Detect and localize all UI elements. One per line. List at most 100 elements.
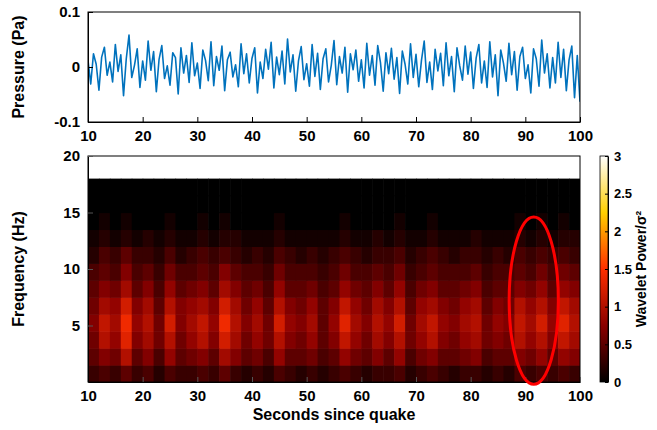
heat-cell — [219, 348, 231, 366]
heat-cell — [318, 297, 330, 315]
heat-cell — [471, 246, 483, 264]
heat-cell — [482, 348, 494, 366]
heat-cell — [416, 263, 428, 281]
tick-mark — [471, 117, 472, 122]
heat-cell — [285, 297, 297, 315]
heat-cell — [394, 314, 406, 332]
heat-cell — [296, 314, 308, 332]
heat-cell — [241, 196, 253, 214]
tick-label: 20 — [135, 127, 152, 144]
heat-cell — [186, 280, 198, 298]
heat-cell — [427, 280, 439, 298]
heat-cell — [263, 331, 275, 349]
tick-label: 0.1 — [59, 3, 80, 20]
heat-cell — [165, 179, 177, 197]
tick-label: 70 — [408, 127, 425, 144]
pressure-line — [88, 35, 580, 102]
heat-cell — [329, 246, 341, 264]
heat-cell — [339, 348, 351, 366]
heat-cell — [318, 331, 330, 349]
heat-cell — [219, 314, 231, 332]
heat-cell — [350, 229, 362, 247]
heat-cell — [547, 196, 559, 214]
heat-cell — [493, 213, 505, 231]
heat-cell — [132, 229, 144, 247]
heat-cell — [383, 348, 395, 366]
heat-cell — [318, 263, 330, 281]
heat-cell — [110, 246, 122, 264]
heat-cell — [165, 365, 177, 382]
heat-cell — [372, 331, 384, 349]
heat-cell — [186, 263, 198, 281]
heat-cell — [405, 229, 417, 247]
heat-cell — [154, 314, 166, 332]
tick-label: 60 — [353, 387, 370, 404]
heat-cell — [383, 297, 395, 315]
x-axis: 102030405060708090100 — [80, 117, 593, 144]
heat-cell — [208, 246, 220, 264]
heat-cell — [525, 314, 537, 332]
tick: 0.1 — [59, 3, 93, 20]
tick-label: 80 — [463, 127, 480, 144]
heat-cell — [186, 297, 198, 315]
colorbar-axis: 00.511.522.53 — [605, 149, 632, 390]
heat-cell — [416, 348, 428, 366]
heat-cell — [165, 280, 177, 298]
heat-cell — [449, 314, 461, 332]
tick-mark — [605, 231, 608, 232]
heat-cell — [471, 213, 483, 231]
heat-cell — [274, 229, 286, 247]
heat-cell — [350, 348, 362, 366]
axis-title: Pressure (Pa) — [10, 15, 27, 118]
heat-cell — [569, 348, 580, 366]
heat-cell — [405, 297, 417, 315]
heat-cell — [121, 297, 133, 315]
tick: 50 — [299, 377, 316, 404]
heat-cell — [230, 179, 242, 197]
heat-cell — [383, 263, 395, 281]
heat-cell — [165, 297, 177, 315]
heat-cell — [219, 331, 231, 349]
heat-cell — [482, 280, 494, 298]
heat-cell — [525, 331, 537, 349]
heat-cell — [241, 314, 253, 332]
heat-cell — [493, 365, 505, 382]
tick: 40 — [244, 377, 261, 404]
heat-cell — [372, 365, 384, 382]
tick-label: -0.1 — [54, 113, 80, 130]
heat-cell — [132, 314, 144, 332]
heat-cell — [263, 246, 275, 264]
heat-cell — [296, 263, 308, 281]
heat-cell — [547, 179, 559, 197]
heat-cell — [394, 246, 406, 264]
heat-cell — [493, 263, 505, 281]
heat-cell — [230, 213, 242, 231]
heat-cell — [482, 246, 494, 264]
heat-cell — [350, 280, 362, 298]
heat-cell — [274, 280, 286, 298]
heat-cell — [372, 179, 384, 197]
heat-cell — [318, 314, 330, 332]
heat-cell — [361, 331, 373, 349]
heat-cell — [132, 348, 144, 366]
heat-cell — [88, 297, 100, 315]
heat-cell — [569, 213, 580, 231]
heat-cell — [285, 229, 297, 247]
heat-cell — [143, 263, 155, 281]
heat-cell — [219, 297, 231, 315]
tick: 0 — [605, 375, 621, 390]
heat-cell — [318, 229, 330, 247]
heat-cell — [339, 314, 351, 332]
heat-cell — [482, 213, 494, 231]
heat-cell — [274, 196, 286, 214]
heat-cell — [482, 314, 494, 332]
tick-label: 10 — [63, 260, 80, 277]
heat-cell — [569, 263, 580, 281]
heat-cell — [285, 314, 297, 332]
heat-cell — [405, 263, 417, 281]
heat-cell — [154, 263, 166, 281]
heat-cell — [361, 348, 373, 366]
heat-cell — [186, 246, 198, 264]
heat-cell — [372, 229, 384, 247]
heat-cell — [339, 229, 351, 247]
